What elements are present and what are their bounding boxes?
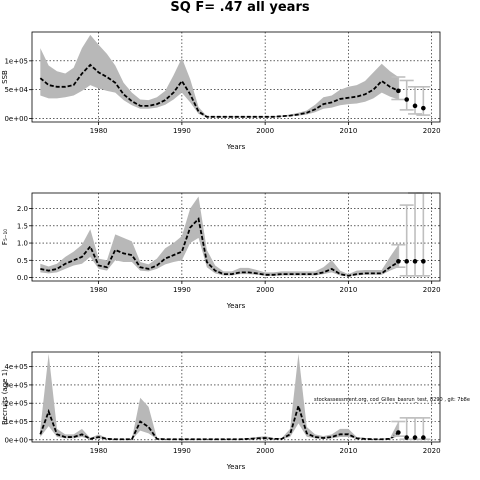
x-tick-label: 1990	[173, 286, 191, 294]
projection-point	[396, 430, 401, 435]
projection-point	[421, 105, 426, 111]
y-tick-label: 1.5	[17, 222, 28, 230]
x-axis-label: Years	[226, 463, 246, 471]
projection-point	[404, 97, 409, 102]
x-axis-label: Years	[226, 143, 246, 151]
x-tick-label: 2010	[339, 127, 357, 135]
x-tick-label: 2000	[256, 447, 274, 455]
x-tick-label: 2010	[339, 447, 357, 455]
chart-annotation: stockassessment.org, cod_Gilles_basrun_t…	[314, 397, 470, 403]
x-tick-label: 1990	[173, 447, 191, 455]
x-tick-label: 2000	[256, 286, 274, 294]
plot-frame	[31, 351, 441, 443]
confidence-band	[40, 196, 399, 277]
projection-point	[421, 259, 426, 264]
plot-frame	[31, 31, 441, 123]
projection-point	[396, 259, 401, 264]
x-axis-label: Years	[226, 302, 246, 310]
x-tick-label: 1990	[173, 127, 191, 135]
y-axis-label: Recruits (age 1)	[1, 369, 9, 425]
x-tick-label: 2000	[256, 127, 274, 135]
projection-point	[412, 259, 418, 264]
x-tick-label: 2020	[423, 286, 441, 294]
estimate-line	[40, 217, 399, 277]
y-axis-label: SSB	[1, 70, 9, 84]
projection-point	[404, 259, 409, 264]
page-title: SQ F= .47 all years	[170, 0, 310, 15]
estimate-line	[39, 63, 399, 118]
y-tick-label: 1.0	[17, 240, 28, 248]
plot-frame	[31, 192, 441, 282]
y-tick-label: 0.5	[17, 257, 28, 265]
chart-panel-3: 1980 1990 2000 2010 2020 0e+00 1e+05 2e+05 3e+05…	[1, 351, 470, 471]
projection-point	[412, 435, 418, 440]
y-tick-label: 0e+00	[4, 115, 28, 123]
y-tick-label: 4e+05	[4, 363, 28, 371]
projection-point	[396, 88, 401, 94]
y-axis-label: F₅₋₁₀	[1, 229, 9, 245]
chart-panel-2: 1980 1990 2000 2010 2020 0.0 0.5 1.0 1.5 2.0 Years…	[1, 192, 441, 310]
y-tick-label: 3e+05	[4, 381, 28, 389]
x-tick-label: 2020	[423, 447, 441, 455]
x-tick-label: 2020	[423, 127, 441, 135]
y-tick-label: 1e+05	[4, 418, 28, 426]
x-tick-label: 1980	[90, 447, 108, 455]
chart-panel-1: 1980 1990 2000 2010 2020 0e+00 5e+04 1e+05 Years…	[1, 31, 441, 151]
x-tick-label: 1980	[90, 127, 108, 135]
projection-point	[412, 103, 418, 109]
projection-point	[421, 435, 426, 440]
estimate-line	[39, 402, 399, 441]
y-tick-label: 2.0	[17, 205, 28, 213]
y-tick-label: 1e+05	[4, 57, 28, 65]
projection-point	[404, 435, 409, 440]
x-tick-label: 2010	[339, 286, 357, 294]
x-tick-label: 1980	[90, 286, 108, 294]
y-tick-label: 5e+04	[4, 86, 28, 94]
y-tick-label: 2e+05	[4, 400, 28, 408]
y-tick-label: 0e+00	[4, 436, 28, 444]
confidence-band	[40, 34, 399, 118]
y-tick-label: 0.0	[17, 274, 28, 282]
